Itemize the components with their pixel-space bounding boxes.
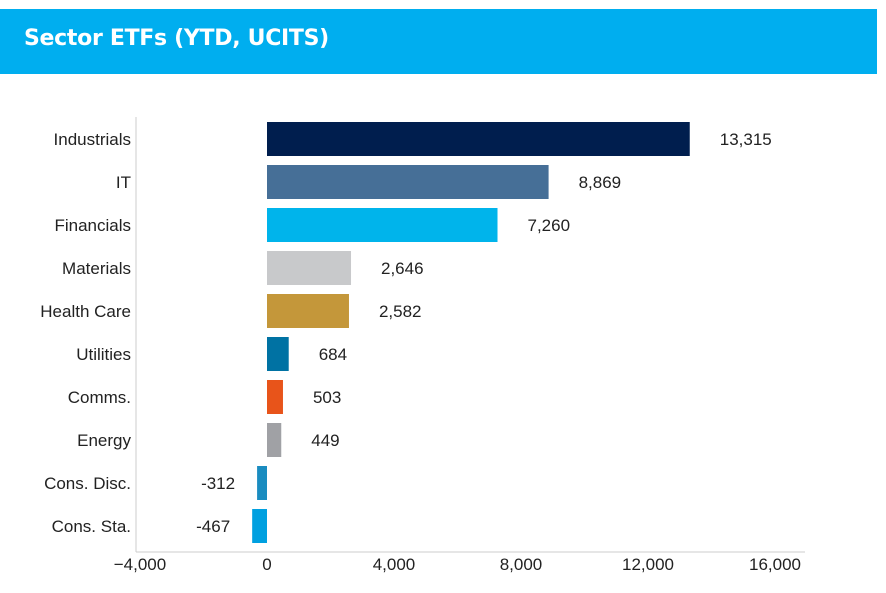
- data-label: 2,582: [379, 302, 422, 321]
- data-label: 8,869: [579, 173, 622, 192]
- data-label: 503: [313, 388, 341, 407]
- data-label: 684: [319, 345, 347, 364]
- category-label: Health Care: [40, 302, 131, 321]
- data-label: 13,315: [720, 130, 772, 149]
- bar-comms: [267, 380, 283, 414]
- bar-industrials: [267, 122, 690, 156]
- x-tick-label: −4,000: [114, 555, 166, 574]
- data-label: 7,260: [528, 216, 571, 235]
- data-label: -312: [201, 474, 235, 493]
- category-label: Financials: [54, 216, 131, 235]
- category-label: Comms.: [68, 388, 131, 407]
- data-label: 2,646: [381, 259, 424, 278]
- category-label: Industrials: [54, 130, 131, 149]
- title-bar: Sector ETFs (YTD, UCITS): [0, 9, 877, 74]
- bar-energy: [267, 423, 282, 457]
- category-label: Cons. Disc.: [44, 474, 131, 493]
- bar-utilities: [267, 337, 289, 371]
- category-label: Materials: [62, 259, 131, 278]
- x-tick-label: 16,000: [749, 555, 801, 574]
- x-tick-label: 8,000: [500, 555, 543, 574]
- data-label: 449: [311, 431, 339, 450]
- bar-materials: [267, 251, 352, 285]
- data-label: -467: [196, 517, 230, 536]
- bar-health-care: [267, 294, 349, 328]
- bar-financials: [267, 208, 498, 242]
- bar-cons-sta: [252, 509, 267, 543]
- bar-cons-disc: [257, 466, 267, 500]
- bar-it: [267, 165, 549, 199]
- x-tick-label: 4,000: [373, 555, 416, 574]
- category-label: Cons. Sta.: [52, 517, 131, 536]
- category-label: IT: [116, 173, 131, 192]
- x-tick-label: 12,000: [622, 555, 674, 574]
- category-label: Energy: [77, 431, 131, 450]
- x-tick-label: 0: [262, 555, 271, 574]
- chart-title: Sector ETFs (YTD, UCITS): [24, 26, 329, 51]
- category-label: Utilities: [76, 345, 131, 364]
